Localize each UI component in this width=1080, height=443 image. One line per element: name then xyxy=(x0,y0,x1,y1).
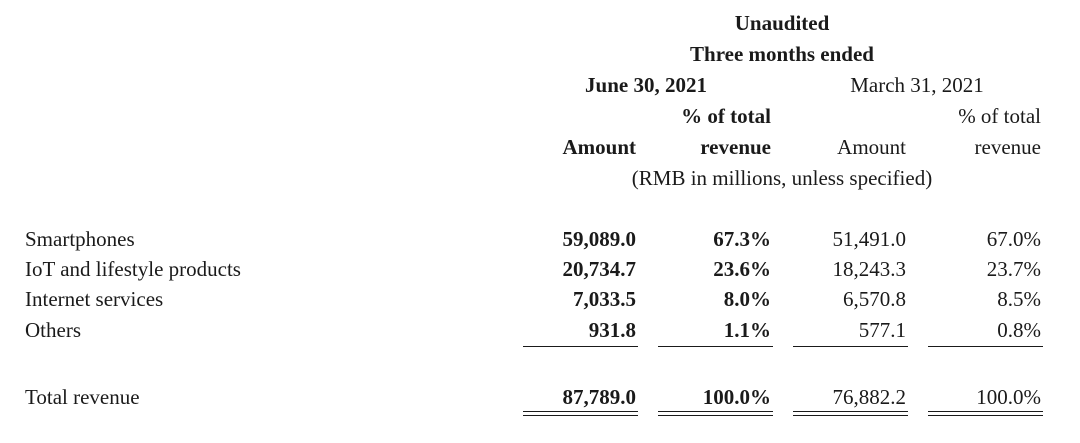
subtotal-rule xyxy=(523,346,638,347)
total-pct-current: 100.0% xyxy=(702,385,771,409)
subtotal-rule xyxy=(928,346,1043,347)
units-note: (RMB in millions, unless specified) xyxy=(631,166,933,190)
row-amount-prior: 6,570.8 xyxy=(843,287,906,311)
total-double-rule xyxy=(793,415,908,416)
subtotal-rule xyxy=(658,346,773,347)
total-double-rule xyxy=(523,415,638,416)
current-period-heading: June 30, 2021 xyxy=(585,73,707,97)
prior-amount-heading: Amount xyxy=(837,135,906,159)
prior-period-heading: March 31, 2021 xyxy=(850,73,984,97)
row-amount-current: 20,734.7 xyxy=(562,257,637,281)
row-amount-current: 931.8 xyxy=(588,318,636,342)
total-double-rule xyxy=(928,415,1043,416)
row-pct-current: 1.1% xyxy=(723,318,771,342)
row-pct-current: 67.3% xyxy=(713,227,771,251)
current-amount-heading: Amount xyxy=(562,135,636,159)
total-label: Total revenue xyxy=(25,385,140,409)
subtotal-rule xyxy=(793,346,908,347)
row-pct-prior: 23.7% xyxy=(986,257,1041,281)
current-pct-heading-line1: % of total xyxy=(681,104,771,128)
row-pct-current: 8.0% xyxy=(723,287,771,311)
prior-pct-heading-line2: revenue xyxy=(974,135,1041,159)
row-amount-prior: 51,491.0 xyxy=(832,227,907,251)
row-amount-current: 59,089.0 xyxy=(562,227,637,251)
total-amount-current: 87,789.0 xyxy=(562,385,637,409)
current-pct-heading-line2: revenue xyxy=(700,135,771,159)
row-label-iot: IoT and lifestyle products xyxy=(25,257,241,281)
row-label-internet-services: Internet services xyxy=(25,287,164,311)
unaudited-heading: Unaudited xyxy=(734,11,830,35)
row-amount-prior: 18,243.3 xyxy=(832,257,907,281)
total-amount-prior: 76,882.2 xyxy=(832,385,907,409)
total-double-rule xyxy=(793,411,908,412)
row-amount-current: 7,033.5 xyxy=(573,287,636,311)
row-amount-prior: 577.1 xyxy=(858,318,906,342)
row-pct-prior: 67.0% xyxy=(986,227,1041,251)
total-double-rule xyxy=(523,411,638,412)
row-label-smartphones: Smartphones xyxy=(25,227,135,251)
total-double-rule xyxy=(658,411,773,412)
row-pct-prior: 8.5% xyxy=(997,287,1041,311)
row-pct-current: 23.6% xyxy=(713,257,771,281)
period-heading: Three months ended xyxy=(690,42,874,66)
row-label-others: Others xyxy=(25,318,81,342)
prior-pct-heading-line1: % of total xyxy=(958,104,1041,128)
total-pct-prior: 100.0% xyxy=(976,385,1041,409)
total-double-rule xyxy=(658,415,773,416)
row-pct-prior: 0.8% xyxy=(997,318,1041,342)
total-double-rule xyxy=(928,411,1043,412)
